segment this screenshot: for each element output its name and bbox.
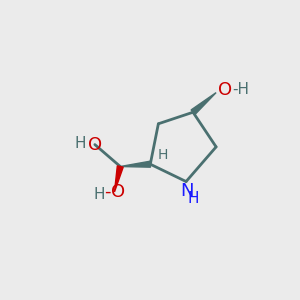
Polygon shape [115,166,123,192]
Polygon shape [191,93,216,115]
Text: H: H [158,148,168,162]
Text: O: O [88,136,102,154]
Text: N: N [181,182,194,200]
Text: -H: -H [232,82,250,97]
Text: H: H [75,136,86,151]
Text: H: H [94,187,105,202]
Text: H: H [188,191,199,206]
Text: -O: -O [104,183,125,201]
Polygon shape [120,161,151,167]
Text: O: O [218,81,232,99]
